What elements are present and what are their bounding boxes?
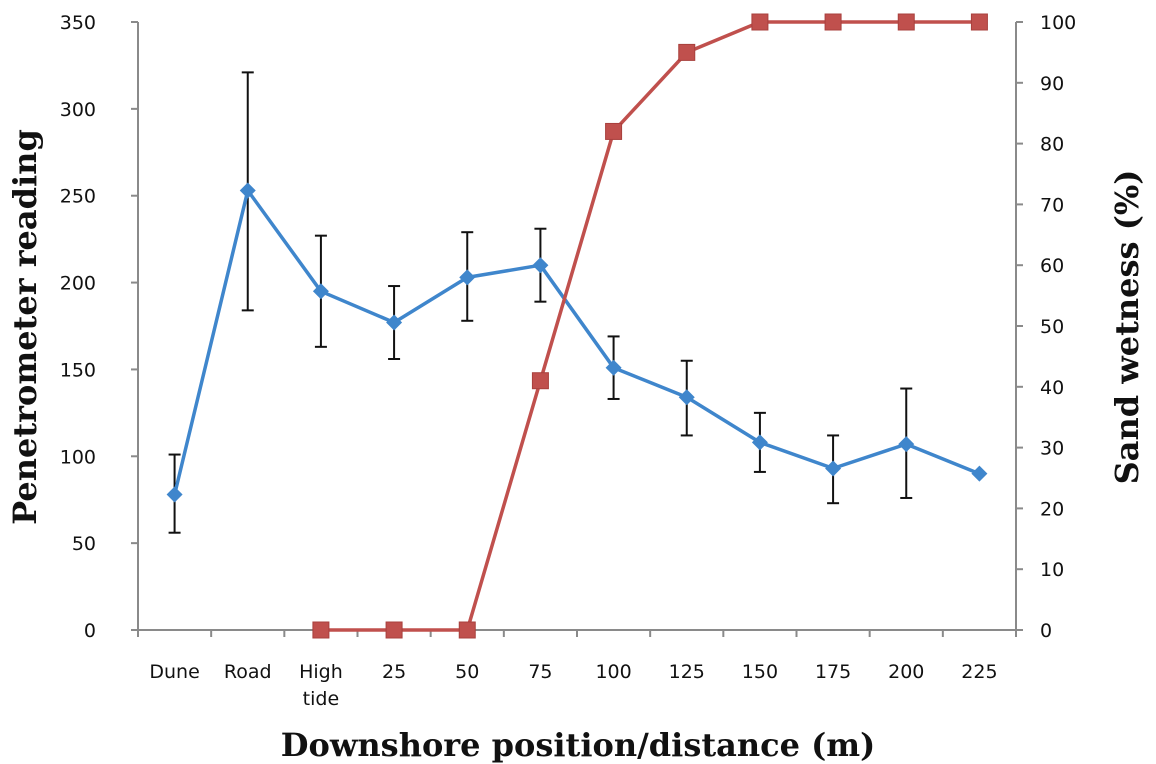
left-y-tick-label: 350	[60, 12, 96, 34]
right-y-tick-label: 40	[1040, 377, 1064, 399]
right-y-axis-title: Sand wetness (%)	[1108, 170, 1146, 485]
series-1-point	[532, 257, 549, 274]
right-y-tick-label: 0	[1040, 620, 1052, 642]
left-y-tick-label: 0	[84, 620, 96, 642]
right-y-tick-label: 10	[1040, 559, 1064, 581]
x-tick-label: 100	[595, 661, 631, 683]
left-y-axis-title: Penetrometer reading	[6, 129, 44, 525]
right-y-tick-label: 80	[1040, 134, 1064, 156]
series-1-point	[825, 460, 842, 477]
axes	[131, 21, 1023, 637]
series-2-point	[751, 13, 769, 31]
right-y-tick-label: 30	[1040, 438, 1064, 460]
x-tick-label: 225	[961, 661, 997, 683]
error-bars	[168, 71, 913, 534]
x-tick-label: 125	[669, 661, 705, 683]
series-markers	[166, 13, 988, 639]
right-y-tick-label: 70	[1040, 194, 1064, 216]
left-y-tick-label: 200	[60, 273, 96, 295]
series-1-line	[172, 188, 981, 495]
x-tick-label: 175	[815, 661, 851, 683]
right-y-tick-label: 50	[1040, 316, 1064, 338]
series-1-point	[166, 486, 183, 503]
right-y-tick-label: 60	[1040, 255, 1064, 277]
series-2-point	[458, 621, 476, 639]
left-y-tick-label: 100	[60, 446, 96, 468]
x-tick-label: 150	[742, 661, 778, 683]
x-tick-label: 200	[888, 661, 924, 683]
series-2-point	[897, 13, 915, 31]
right-y-tick-label: 90	[1040, 73, 1064, 95]
series-2-point	[605, 122, 623, 140]
series-2-point	[678, 43, 696, 61]
x-tick-label: 25	[382, 661, 406, 683]
left-y-tick-label: 300	[60, 99, 96, 121]
series-2-point	[531, 372, 549, 390]
series-2-point	[970, 13, 988, 31]
left-y-tick-label: 250	[60, 186, 96, 208]
series-1-point	[605, 359, 622, 376]
tick-labels: 0 50 100 150 200 250 300 350 0 10 20 30 40 50 60 70 80 90…	[60, 12, 1077, 710]
right-y-tick-label: 100	[1040, 12, 1076, 34]
series-1-point	[239, 182, 256, 199]
series-1-point	[971, 465, 988, 482]
series-1-point	[678, 389, 695, 406]
series-2-line	[320, 20, 980, 632]
x-tick-label: 75	[528, 661, 552, 683]
series-1-point	[386, 314, 403, 331]
right-y-tick-label: 20	[1040, 498, 1064, 520]
series-2-point	[312, 621, 330, 639]
series-1-point	[898, 436, 915, 453]
x-axis-title: Downshore position/distance (m)	[281, 726, 875, 764]
series-2-point	[824, 13, 842, 31]
left-y-tick-label: 150	[60, 359, 96, 381]
x-tick-label: Dune	[149, 661, 199, 683]
x-tick-label: Road	[224, 661, 272, 683]
x-tick-label: 50	[455, 661, 479, 683]
series-2-point	[385, 621, 403, 639]
x-tick-label: High tide	[299, 661, 343, 710]
series-1-point	[312, 283, 329, 300]
series-1-point	[459, 269, 476, 286]
left-y-tick-label: 50	[72, 533, 96, 555]
series-1-point	[751, 434, 768, 451]
series-lines	[172, 20, 981, 632]
